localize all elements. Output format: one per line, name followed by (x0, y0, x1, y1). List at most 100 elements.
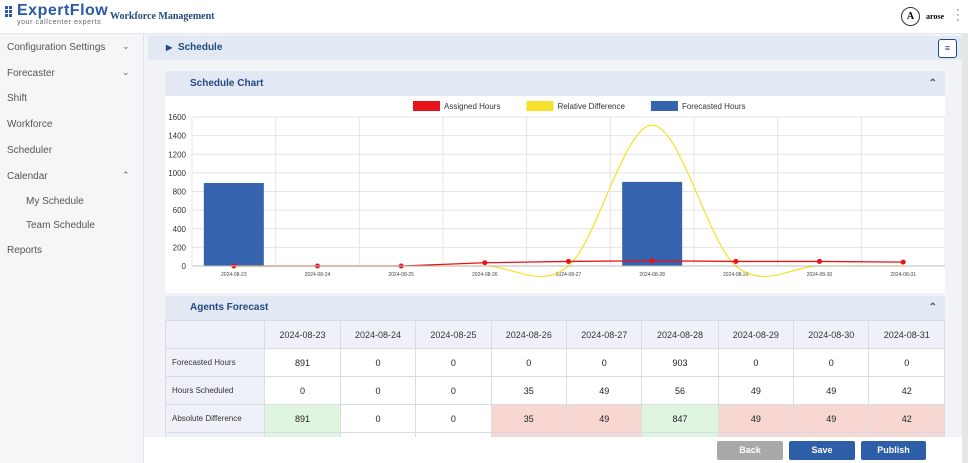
line-point (733, 258, 739, 264)
sidebar-item[interactable]: My Schedule (26, 196, 84, 207)
table-cell: 42 (868, 376, 945, 405)
menu-dots[interactable]: · · · (956, 4, 960, 26)
sidebar-item[interactable]: Forecaster (7, 68, 55, 79)
chevron: ⌃ (122, 170, 130, 180)
scrollbar (962, 34, 968, 463)
table-cell: 49 (717, 376, 795, 405)
line-point (900, 259, 906, 265)
button[interactable]: Back (717, 441, 783, 460)
legend-label: Assigned Hours (444, 102, 500, 111)
table-cell: 56 (641, 376, 719, 405)
table-cell: 0 (793, 348, 870, 377)
corner-cell (165, 320, 266, 349)
table-cell: 0 (415, 348, 492, 377)
legend-swatch (413, 101, 440, 111)
column-header: 2024-08-28 (641, 320, 719, 349)
x-tick-label: 2024-08-30 (807, 272, 833, 278)
column-header: 2024-08-27 (566, 320, 643, 349)
sidebar-item[interactable]: Workforce (7, 119, 53, 130)
logo-icon (5, 6, 12, 17)
table-cell: 49 (566, 404, 643, 433)
x-tick-label: 2024-08-26 (472, 272, 498, 278)
brand: ExpertFlow (17, 2, 109, 19)
table-cell: 0 (339, 348, 417, 377)
x-tick-label: 2024-08-25 (388, 272, 414, 278)
chart-panel-title: Schedule Chart (190, 78, 264, 89)
sidebar-item[interactable]: Team Schedule (26, 220, 95, 231)
table-cell: 0 (566, 348, 643, 377)
y-tick-label: 800 (173, 188, 187, 197)
table-panel-header: Agents Forecast ⌃ (165, 296, 945, 320)
tagline: your callcenter experts (17, 19, 102, 26)
table-cell: 891 (264, 404, 341, 433)
username[interactable]: arose (926, 12, 945, 21)
filter-button[interactable]: ≡ (938, 39, 957, 58)
column-header: 2024-08-23 (264, 320, 341, 349)
line-point (817, 258, 822, 264)
chart-panel (165, 71, 945, 293)
table-cell: 0 (717, 348, 795, 377)
table-cell: 0% (793, 432, 870, 437)
table-cell: 891 (264, 348, 341, 377)
x-tick-label: 2024-08-27 (556, 272, 582, 278)
table-cell: 0 (339, 376, 417, 405)
sidebar-item[interactable]: Shift (7, 93, 28, 104)
legend-label: Forecasted Hours (682, 102, 746, 111)
legend-swatch (526, 101, 554, 111)
table-cell: 42 (868, 404, 945, 433)
x-tick-label: 2024-08-23 (221, 272, 247, 278)
avatar[interactable]: A (901, 7, 920, 26)
sidebar-item[interactable]: Calendar (7, 171, 48, 182)
table-cell: 35 (490, 376, 568, 405)
table-cell: 0% (566, 432, 643, 437)
column-header: 2024-08-29 (717, 320, 795, 349)
table-cell: 0 (264, 376, 341, 405)
page-header: ▶ Schedule (148, 36, 962, 60)
table-cell: 49 (717, 404, 795, 433)
header: ExpertFlow your callcenter experts Workf… (0, 0, 968, 34)
row-label: Hours Scheduled (165, 376, 266, 405)
table-cell: 0 (490, 348, 568, 377)
sidebar: Configuration Settings ⌄ Forecaster ⌄ Shift W… (0, 34, 144, 463)
table-cell: 49 (793, 404, 870, 433)
agents-table: 2024-08-23 2024-08-24 2024-08-25 2024-08-26… (165, 320, 945, 437)
chart-panel-header: Schedule Chart ⌃ (165, 71, 945, 96)
table-cell: 0 (339, 404, 417, 433)
y-tick-label: 400 (173, 225, 187, 234)
table-cell: 0 (415, 404, 492, 433)
x-tick-label: 2024-08-24 (305, 272, 331, 278)
chevron: ⌄ (122, 67, 130, 77)
column-header: 2024-08-31 (868, 320, 945, 349)
row-label: Absolute Difference (165, 404, 266, 433)
y-tick-label: 1400 (168, 132, 186, 141)
line-point (566, 258, 571, 264)
spline-line (233, 124, 904, 277)
sidebar-item[interactable]: Configuration Settings (7, 42, 106, 53)
sidebar-item[interactable]: Scheduler (7, 145, 53, 156)
column-header: 2024-08-25 (415, 320, 492, 349)
bar (622, 181, 683, 266)
x-tick-label: 2024-08-28 (639, 272, 665, 278)
button[interactable]: Save (789, 441, 855, 460)
table-cell: 49 (793, 376, 870, 405)
legend-swatch (650, 101, 678, 111)
page-title: Schedule (177, 42, 223, 53)
y-tick-label: 1600 (168, 113, 186, 122)
chevron: ⌄ (122, 41, 130, 51)
column-header: 2024-08-24 (339, 320, 417, 349)
collapse-icon[interactable]: ⌃ (928, 78, 937, 89)
column-header: 2024-08-30 (793, 320, 870, 349)
table-cell: 847 (641, 404, 719, 433)
chart: 0 200 400 600 800 1000 1200 1400 1600 2024-08-23 2… (168, 101, 945, 278)
row-label: Forecasted Hours (165, 348, 266, 377)
y-tick-label: 200 (173, 243, 187, 252)
table-cell: 0 (868, 348, 945, 377)
x-tick-label: 2024-08-31 (890, 272, 916, 278)
button[interactable]: Publish (861, 441, 926, 460)
table-container: 2024-08-23 2024-08-24 2024-08-25 2024-08-26… (165, 320, 945, 437)
sidebar-item[interactable]: Reports (7, 245, 43, 256)
collapse-icon[interactable]: ⌃ (928, 302, 937, 313)
table-cell: 35 (490, 404, 568, 433)
table-row: Forecasted Hours 891 0 0 0 0 903 0 0 0 (165, 348, 945, 377)
